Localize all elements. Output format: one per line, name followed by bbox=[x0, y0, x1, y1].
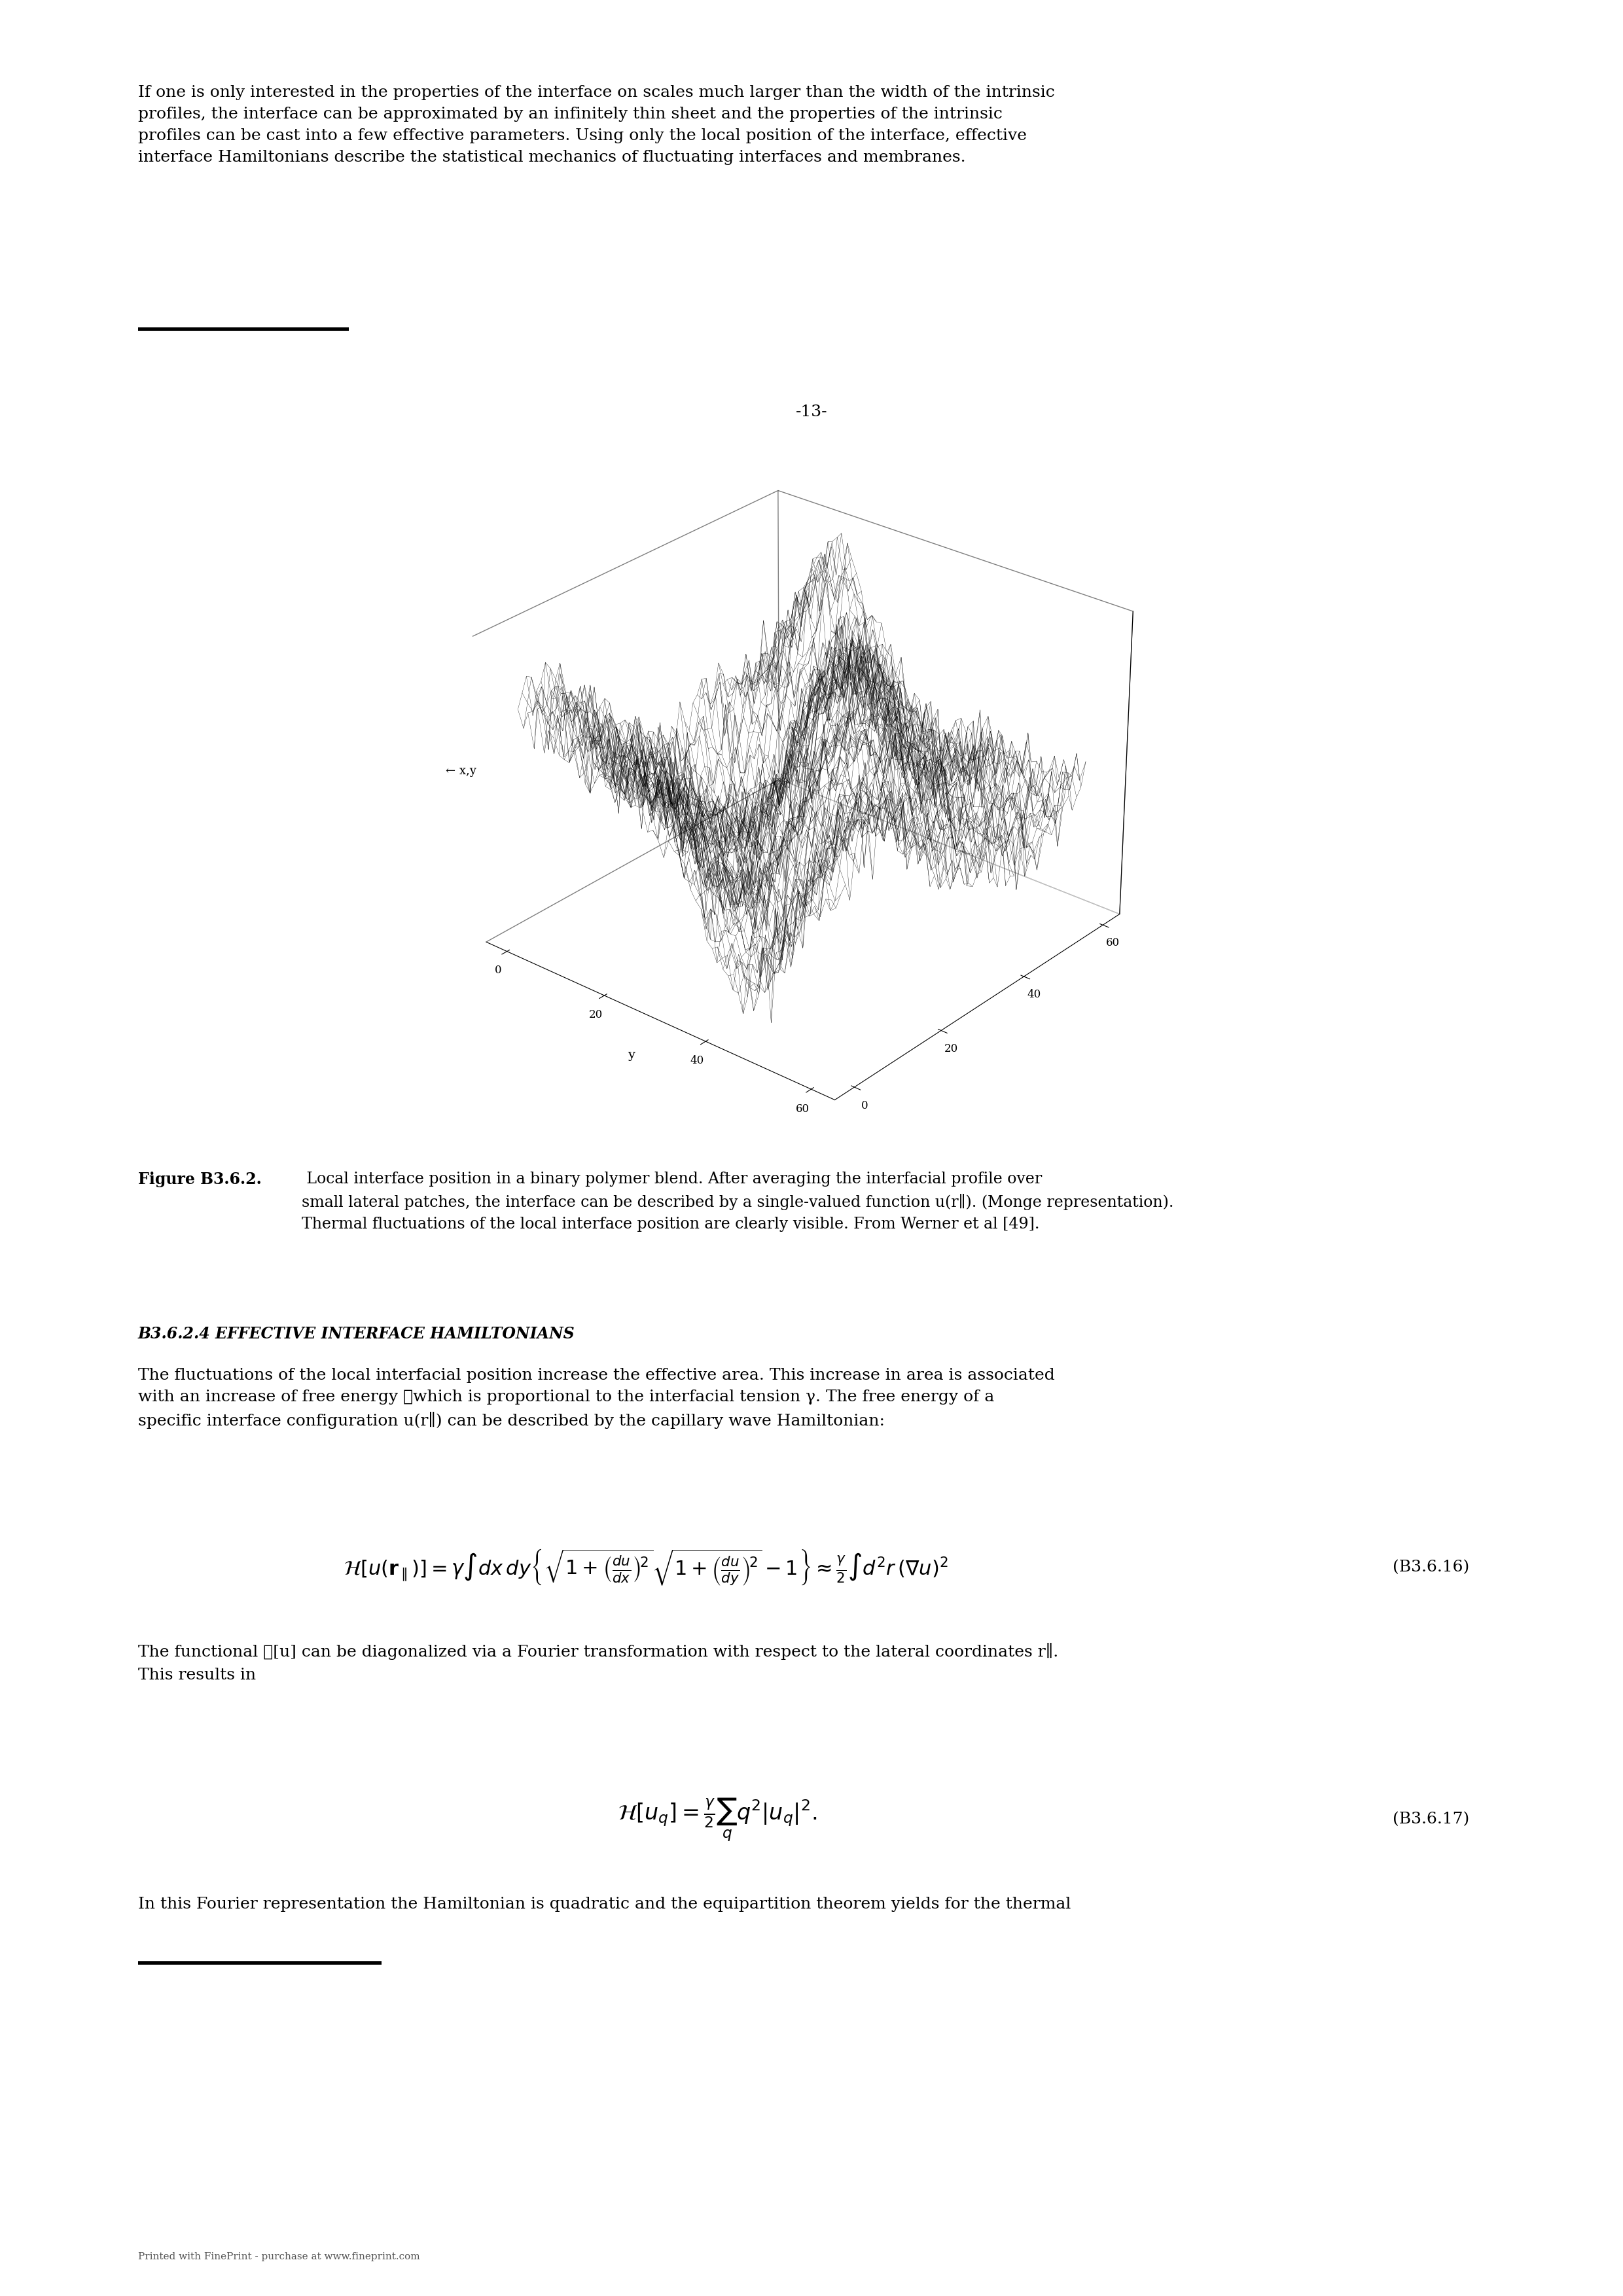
Text: The functional ℌ[u] can be diagonalized via a Fourier transformation with respec: The functional ℌ[u] can be diagonalized … bbox=[138, 1644, 1058, 1683]
Text: Figure B3.6.2.: Figure B3.6.2. bbox=[138, 1171, 261, 1187]
X-axis label: y: y bbox=[628, 1049, 635, 1061]
Text: B3.6.2.4 EFFECTIVE INTERFACE HAMILTONIANS: B3.6.2.4 EFFECTIVE INTERFACE HAMILTONIAN… bbox=[138, 1325, 575, 1341]
Text: Printed with FinePrint - purchase at www.fineprint.com: Printed with FinePrint - purchase at www… bbox=[138, 2252, 420, 2262]
Text: ← x,y: ← x,y bbox=[446, 765, 477, 776]
Text: $\mathcal{H}[u(\mathbf{r}_\parallel)] = \gamma \int dx\, dy\left\{ \sqrt{1 + \le: $\mathcal{H}[u(\mathbf{r}_\parallel)] = … bbox=[344, 1548, 948, 1587]
Text: In this Fourier representation the Hamiltonian is quadratic and the equipartitio: In this Fourier representation the Hamil… bbox=[138, 1896, 1071, 1913]
Text: If one is only interested in the properties of the interface on scales much larg: If one is only interested in the propert… bbox=[138, 85, 1055, 165]
Text: (B3.6.17): (B3.6.17) bbox=[1393, 1812, 1469, 1828]
Text: -13-: -13- bbox=[795, 404, 828, 420]
Text: $\mathcal{H}[u_q] = \frac{\gamma}{2} \sum_q q^2 |u_q|^2.$: $\mathcal{H}[u_q] = \frac{\gamma}{2} \su… bbox=[618, 1795, 816, 1844]
Text: The fluctuations of the local interfacial position increase the effective area. : The fluctuations of the local interfacia… bbox=[138, 1368, 1055, 1428]
Text: (B3.6.16): (B3.6.16) bbox=[1393, 1559, 1469, 1575]
Text: Local interface position in a binary polymer blend. After averaging the interfac: Local interface position in a binary pol… bbox=[302, 1171, 1173, 1231]
